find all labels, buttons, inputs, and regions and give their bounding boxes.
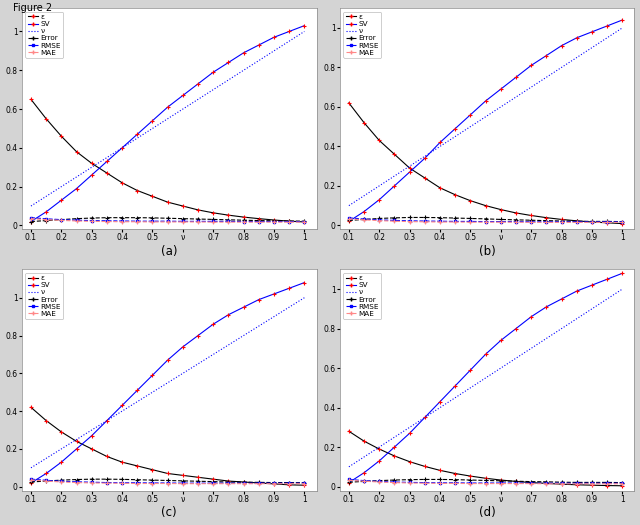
- X-axis label: (d): (d): [479, 507, 495, 519]
- Legend: ε, SV, ν, Error, RMSE, MAE: ε, SV, ν, Error, RMSE, MAE: [26, 12, 63, 58]
- Legend: ε, SV, ν, Error, RMSE, MAE: ε, SV, ν, Error, RMSE, MAE: [344, 273, 381, 319]
- Text: Figure 2: Figure 2: [13, 3, 52, 13]
- Legend: ε, SV, ν, Error, RMSE, MAE: ε, SV, ν, Error, RMSE, MAE: [344, 12, 381, 58]
- X-axis label: (c): (c): [161, 507, 177, 519]
- X-axis label: (b): (b): [479, 245, 495, 258]
- X-axis label: (a): (a): [161, 245, 177, 258]
- Legend: ε, SV, ν, Error, RMSE, MAE: ε, SV, ν, Error, RMSE, MAE: [26, 273, 63, 319]
